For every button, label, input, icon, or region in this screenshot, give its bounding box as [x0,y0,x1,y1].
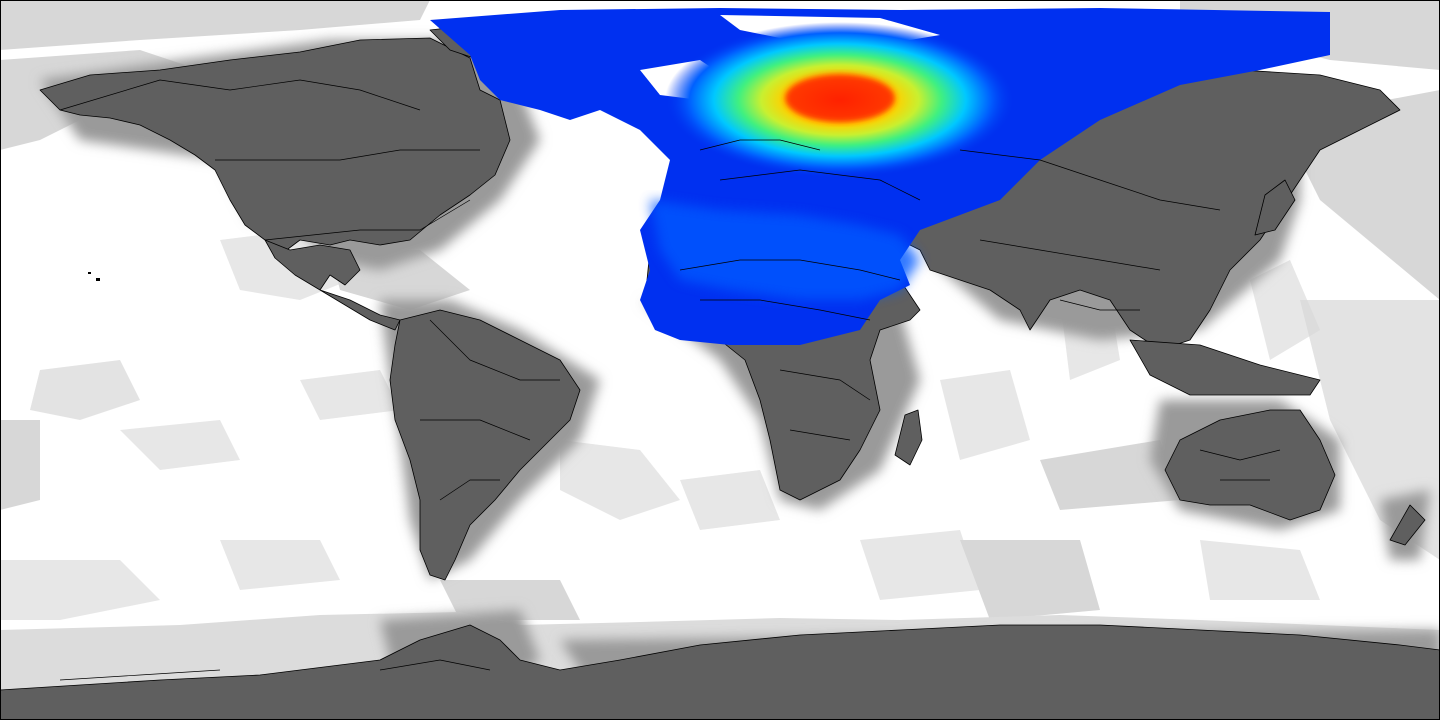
heat-field [430,8,1330,345]
hawaii [88,272,100,281]
land [0,19,1440,720]
north-america [39,37,511,256]
australia [1164,409,1336,521]
indonesia [1129,339,1321,396]
borders [59,79,1281,681]
antarctica [0,624,1440,720]
japan [1254,179,1296,236]
heat-base [430,8,1330,345]
south-america [389,309,581,581]
new-zealand [1389,504,1426,546]
madagascar [894,409,923,466]
central-america [264,239,401,331]
heat-core [785,74,895,122]
heat-band [650,200,920,300]
